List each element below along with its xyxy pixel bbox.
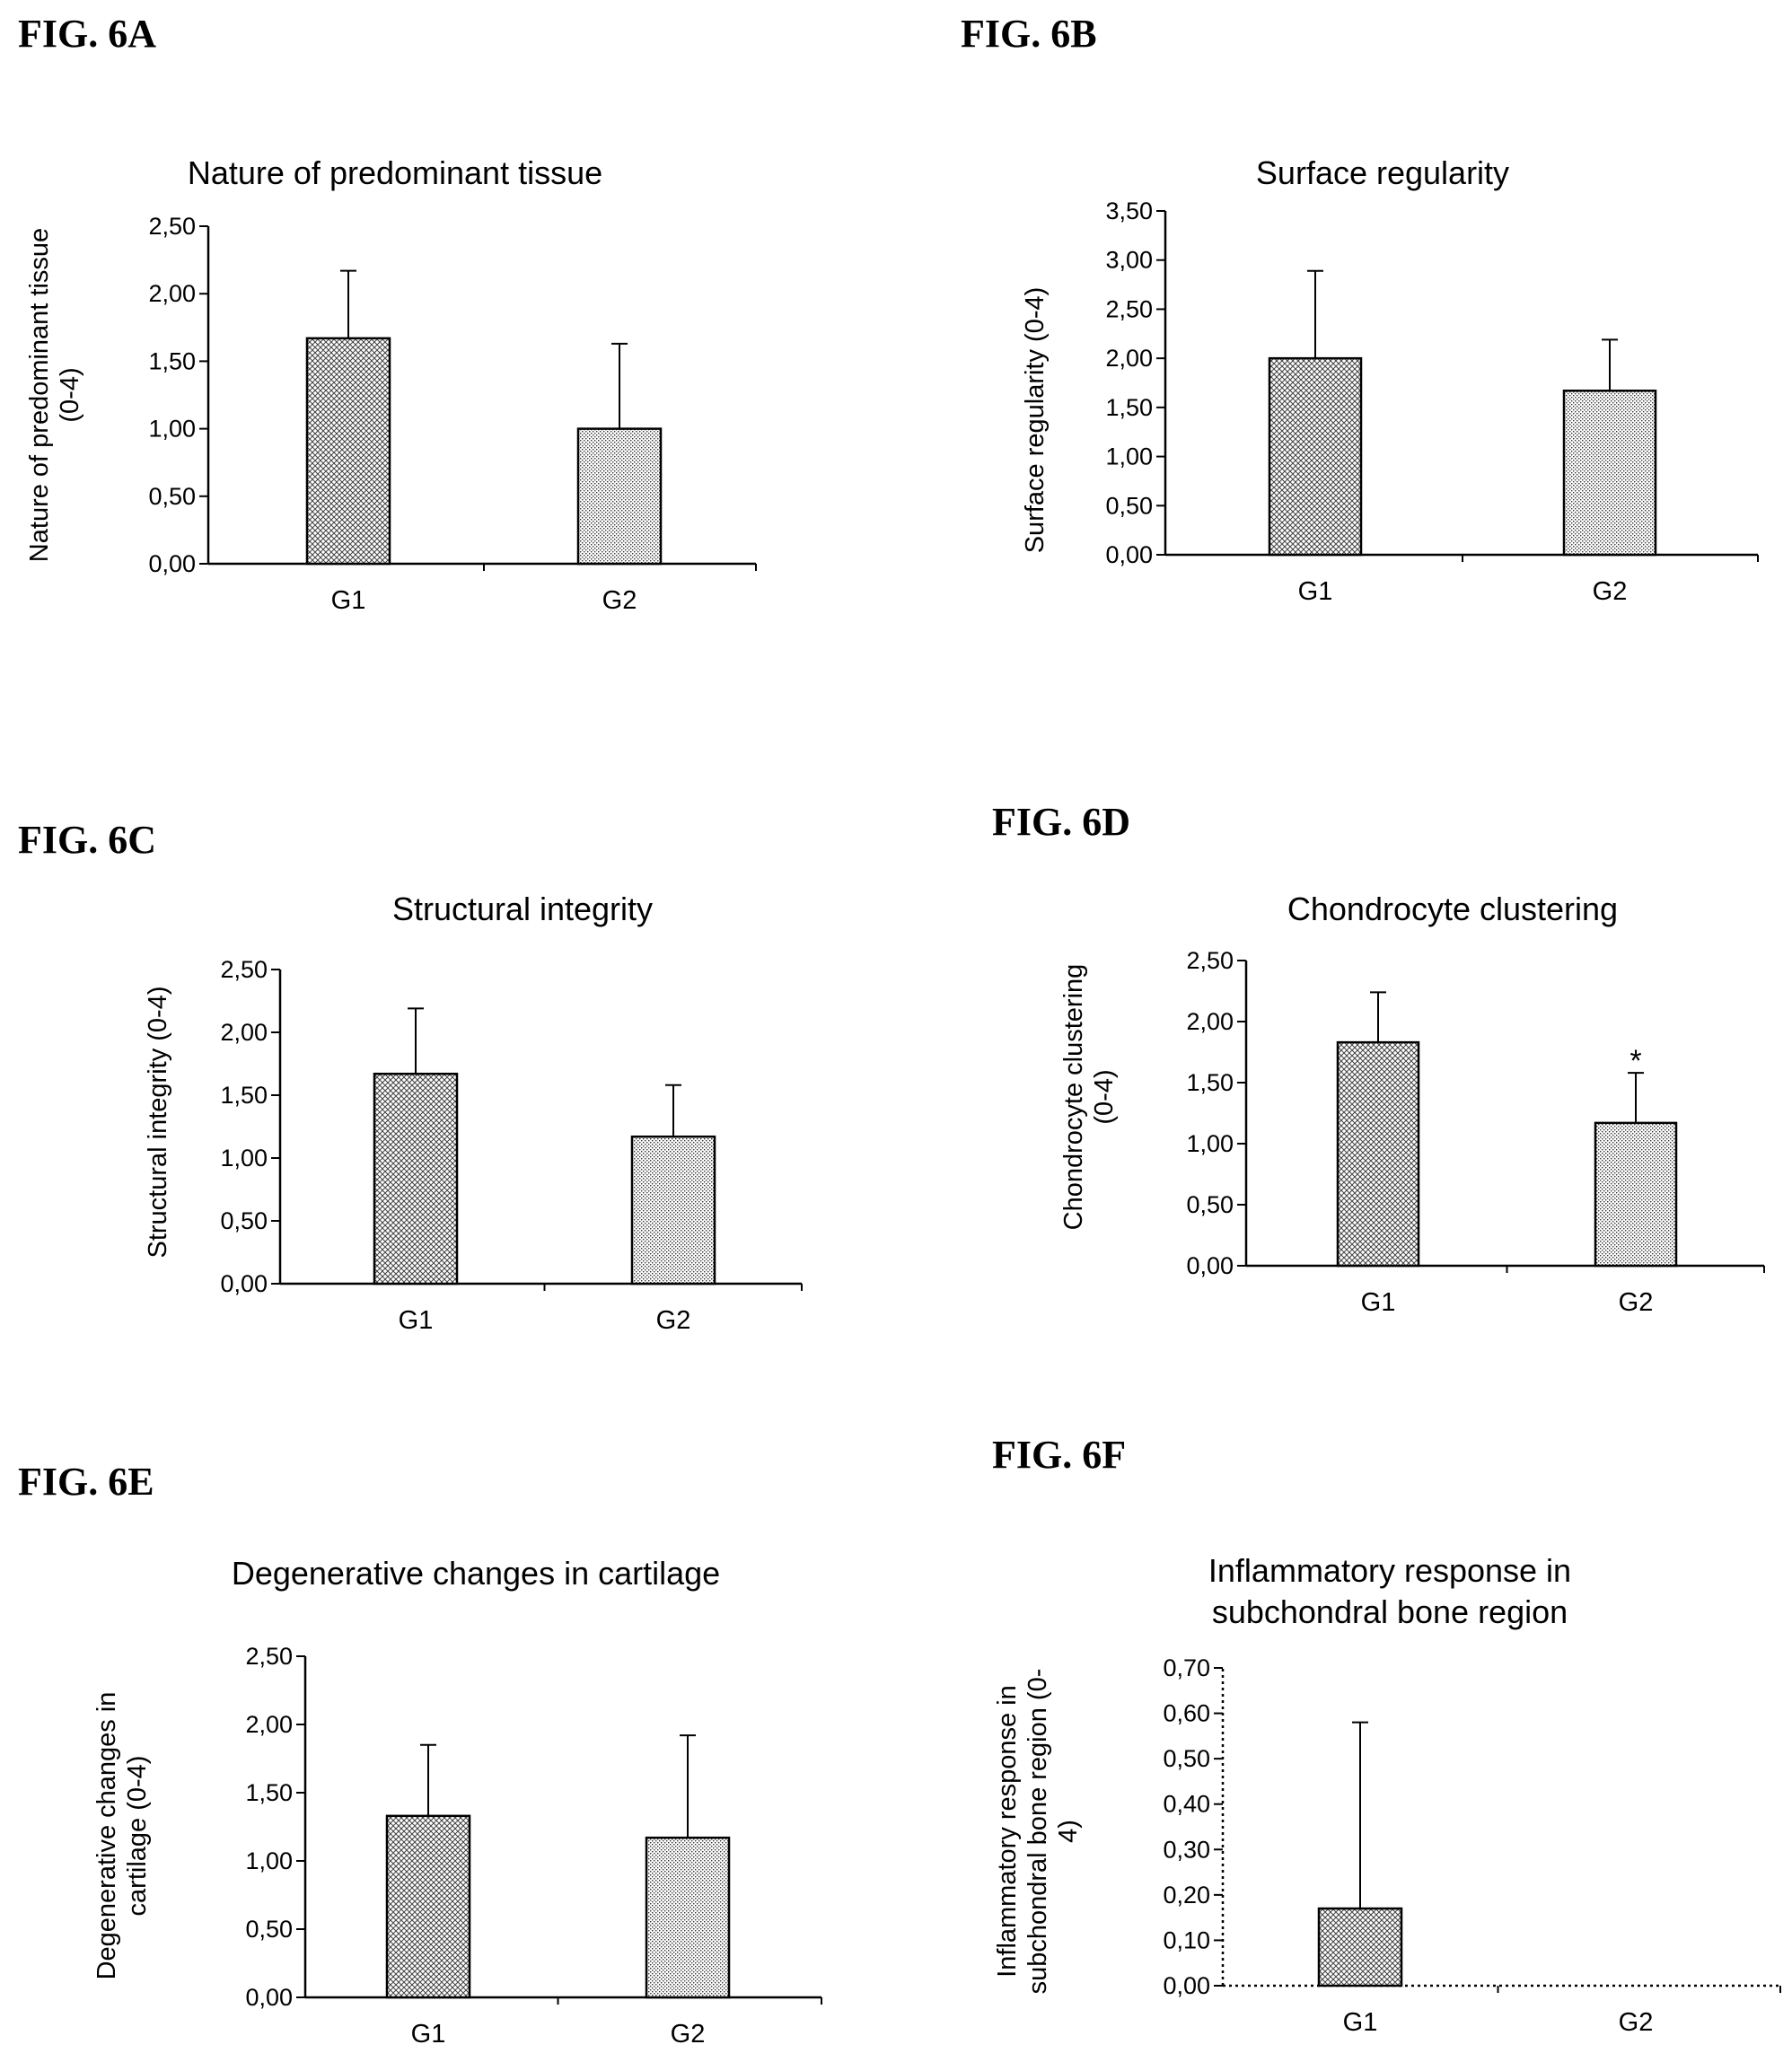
bar-g2	[630, 1135, 716, 1285]
x-tick-label-g1: G1	[1298, 577, 1333, 606]
y-tick-label: 2,50	[1186, 947, 1234, 974]
bar-g1	[1317, 1907, 1403, 1987]
y-tick-label: 2,50	[1105, 295, 1153, 322]
y-tick-label: 1,50	[1186, 1069, 1234, 1096]
y-tick-label: 1,50	[220, 1082, 268, 1109]
chart-degenerative-changes: Degenerative changes in cartilage Degener…	[92, 1555, 822, 2049]
bar-g1	[1336, 1040, 1420, 1268]
x-tick-label-g2: G2	[656, 1306, 691, 1335]
y-tick-label: 1,00	[148, 416, 196, 443]
y-tick-label: 2,50	[220, 956, 268, 983]
y-tick-label: 0,30	[1163, 1836, 1210, 1863]
y-tick-label: 0,70	[1163, 1654, 1210, 1681]
x-tick-label-g2: G2	[671, 2020, 706, 2049]
y-axis-label: subchondral bone region (0-	[1023, 1669, 1052, 1995]
y-tick-label: 2,00	[1186, 1008, 1234, 1035]
y-axis-label: (0-4)	[1090, 1069, 1119, 1124]
chart-title: Degenerative changes in cartilage	[232, 1555, 720, 1592]
y-tick-label: 0,00	[1105, 541, 1153, 568]
y-tick-label: 0,50	[245, 1916, 293, 1943]
y-axis-label: Surface regularity (0-4)	[1021, 287, 1050, 554]
x-tick-label-g1: G1	[331, 586, 366, 615]
x-tick-label-g2: G2	[1593, 577, 1628, 606]
y-axis-label: Inflammatory response in	[993, 1685, 1022, 1978]
chart-title: Inflammatory response in	[1208, 1552, 1571, 1589]
y-tick-label: 3,00	[1105, 247, 1153, 274]
figure-label-6c: FIG. 6C	[18, 818, 156, 862]
bar-g1	[1268, 356, 1363, 557]
y-tick-label: 0,60	[1163, 1700, 1210, 1727]
y-tick-label: 1,50	[1105, 394, 1153, 421]
y-tick-label: 0,50	[220, 1207, 268, 1234]
x-tick-label-g2: G2	[1619, 1288, 1654, 1317]
x-tick-label-g1: G1	[1361, 1288, 1396, 1317]
bar-g2	[645, 1836, 731, 1999]
x-tick-label-g1: G1	[1343, 2008, 1378, 2037]
y-axis-label: Chondrocyte clustering	[1059, 964, 1088, 1231]
y-tick-label: 0,10	[1163, 1926, 1210, 1953]
figure-label-6b: FIG. 6B	[961, 12, 1097, 56]
y-axis-label: Degenerative changes in	[92, 1692, 121, 1980]
y-tick-label: 1,00	[1186, 1130, 1234, 1157]
x-tick-label-g1: G1	[411, 2020, 446, 2049]
y-tick-label: 0,00	[220, 1270, 268, 1297]
y-tick-label: 0,00	[1163, 1972, 1210, 1999]
bar-g1	[305, 337, 391, 566]
figure-label-6d: FIG. 6D	[992, 800, 1130, 844]
y-tick-label: 1,00	[1105, 443, 1153, 470]
y-tick-label: 2,00	[1105, 345, 1153, 372]
chart-structural-integrity: Structural integrity Structural integrity…	[144, 891, 803, 1335]
x-tick-label-g1: G1	[399, 1306, 434, 1335]
y-tick-label: 2,00	[220, 1019, 268, 1046]
y-tick-label: 2,00	[148, 280, 196, 307]
y-tick-label: 0,20	[1163, 1882, 1210, 1908]
chart-title: Surface regularity	[1256, 154, 1509, 191]
y-tick-label: 0,50	[1186, 1191, 1234, 1218]
y-axis-label: cartilage (0-4)	[123, 1756, 152, 1917]
chart-title: Nature of predominant tissue	[188, 154, 602, 191]
bar-g1	[385, 1814, 471, 1999]
y-tick-label: 0,50	[148, 483, 196, 510]
y-axis-label: Nature of predominant tissue	[25, 228, 54, 562]
chart-nature-of-predominant-tissue: Nature of predominant tissue Nature of pr…	[25, 154, 757, 615]
y-tick-label: 1,50	[148, 347, 196, 374]
significance-annotation: *	[1629, 1044, 1641, 1078]
y-tick-label: 0,00	[1186, 1252, 1234, 1279]
y-tick-label: 0,50	[1105, 492, 1153, 519]
figure-label-6f: FIG. 6F	[992, 1433, 1126, 1477]
y-tick-label: 1,00	[245, 1847, 293, 1874]
figure-label-6a: FIG. 6A	[18, 12, 156, 56]
chart-title: Structural integrity	[392, 891, 653, 927]
bar-g1	[373, 1072, 459, 1285]
y-tick-label: 0,00	[148, 550, 196, 577]
y-tick-label: 2,00	[245, 1711, 293, 1738]
bar-g2	[1562, 390, 1657, 557]
bar-g2	[576, 427, 663, 566]
chart-title: Chondrocyte clustering	[1287, 891, 1618, 927]
x-tick-label-g2: G2	[602, 586, 637, 615]
chart-title: subchondral bone region	[1212, 1593, 1568, 1630]
y-tick-label: 2,50	[245, 1643, 293, 1670]
y-axis-label: Structural integrity (0-4)	[144, 987, 172, 1259]
y-tick-label: 3,50	[1105, 197, 1153, 224]
y-tick-label: 0,40	[1163, 1791, 1210, 1818]
y-tick-label: 1,50	[245, 1779, 293, 1806]
y-tick-label: 0,50	[1163, 1745, 1210, 1772]
y-tick-label: 2,50	[148, 213, 196, 240]
y-tick-label: 0,00	[245, 1984, 293, 2011]
x-tick-label-g2: G2	[1619, 2008, 1654, 2037]
chart-surface-regularity: Surface regularity Surface regularity (0-…	[1021, 154, 1759, 606]
y-axis-label: (0-4)	[56, 367, 84, 422]
chart-chondrocyte-clustering: Chondrocyte clustering Chondrocyte cluste…	[1059, 891, 1765, 1317]
y-tick-label: 1,00	[220, 1145, 268, 1171]
figure-label-6e: FIG. 6E	[18, 1460, 154, 1504]
y-axis-label: 4)	[1054, 1820, 1083, 1843]
bar-g2	[1594, 1121, 1678, 1268]
